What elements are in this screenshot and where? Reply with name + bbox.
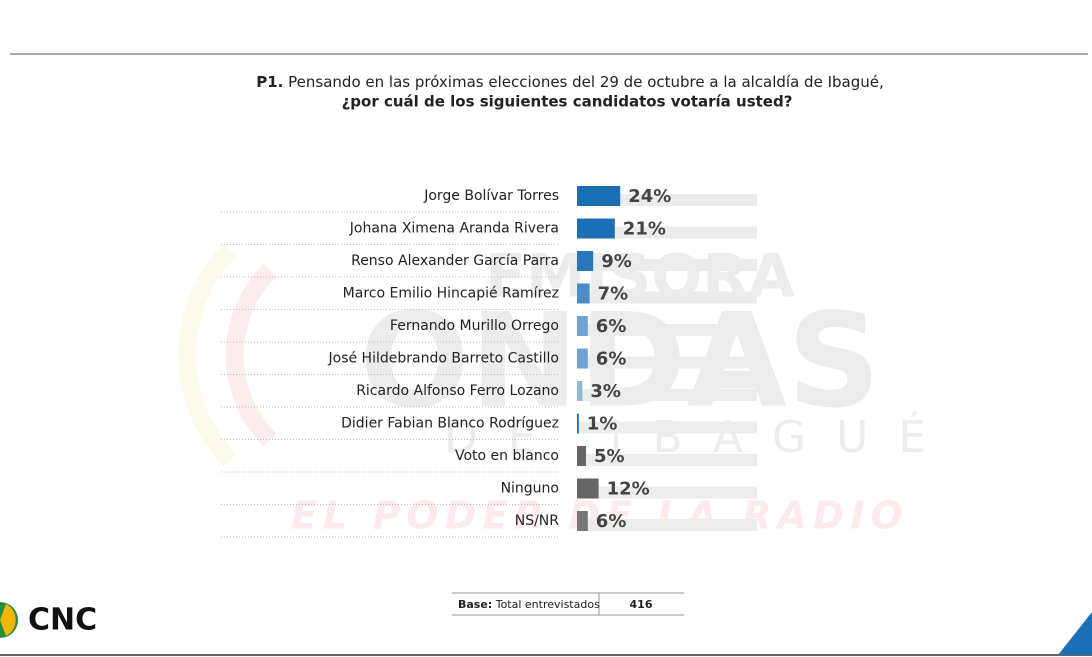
- bar-track: [577, 259, 757, 271]
- logo: CNC: [0, 602, 97, 638]
- bar: [577, 478, 599, 499]
- category-label: José Hildebrando Barreto Castillo: [328, 351, 560, 367]
- category-label: Jorge Bolívar Torres: [423, 188, 559, 204]
- base-value: 416: [630, 598, 653, 611]
- value-label: 3%: [590, 381, 621, 402]
- bar-track: [577, 356, 757, 369]
- value-label: 12%: [607, 479, 650, 500]
- logo-text: CNC: [28, 603, 97, 638]
- value-label: 7%: [598, 284, 629, 305]
- bar-track: [577, 226, 757, 239]
- base-label: Base:: [458, 598, 492, 611]
- question-number: P1.: [256, 73, 283, 91]
- bar-track: [577, 486, 757, 499]
- title-text: Pensando en las próximas elecciones del …: [288, 73, 884, 91]
- bar-track: [577, 194, 757, 206]
- category-label: Voto en blanco: [455, 448, 559, 464]
- watermark-arc: [225, 263, 277, 447]
- bar: [577, 316, 588, 336]
- category-label: Renso Alexander García Parra: [351, 253, 559, 269]
- category-label: Marco Emilio Hincapié Ramírez: [343, 286, 559, 302]
- category-label: Fernando Murillo Orrego: [390, 318, 559, 334]
- logo-mark: [0, 604, 16, 636]
- watermark-arc: [178, 243, 237, 467]
- watermark: EMISORA ONDAS DE IBAGUÉ: [178, 242, 926, 467]
- bar-track: [577, 454, 757, 466]
- chart-subtitle: ¿por cuál de los siguientes candidatos v…: [342, 93, 793, 111]
- category-label: Ricardo Alfonso Ferro Lozano: [356, 383, 559, 399]
- value-label: 1%: [587, 414, 618, 435]
- value-label: 21%: [623, 219, 666, 240]
- bar-track: [577, 519, 757, 531]
- bar-track: [577, 324, 757, 336]
- category-label: Johana Ximena Aranda Rivera: [349, 221, 559, 237]
- bar: [577, 348, 588, 369]
- value-label: 6%: [596, 511, 627, 532]
- category-label: Didier Fabian Blanco Rodríguez: [341, 416, 559, 432]
- base-desc: Total entrevistados: [495, 598, 600, 611]
- value-label: 9%: [601, 251, 632, 272]
- value-label: 5%: [594, 446, 625, 467]
- bar-track: [577, 421, 757, 434]
- corner-triangle: [1058, 612, 1092, 655]
- value-label: 6%: [596, 316, 627, 337]
- category-label: NS/NR: [515, 513, 560, 529]
- bar: [577, 218, 615, 239]
- bar: [577, 283, 590, 304]
- category-label: Ninguno: [501, 481, 559, 497]
- bar-track: [577, 291, 757, 304]
- value-label: 24%: [628, 186, 671, 207]
- base-text: Base: Total entrevistados: [458, 598, 600, 611]
- value-label: 6%: [596, 349, 627, 370]
- chart-title: P1. Pensando en las próximas elecciones …: [256, 73, 884, 91]
- bar: [577, 446, 586, 466]
- base-box: Base: Total entrevistados 416: [452, 592, 684, 616]
- bar: [577, 251, 594, 271]
- bar: [577, 413, 579, 434]
- bar-track: [577, 389, 757, 401]
- bar: [577, 186, 621, 206]
- bar: [577, 511, 588, 531]
- bar: [577, 381, 583, 401]
